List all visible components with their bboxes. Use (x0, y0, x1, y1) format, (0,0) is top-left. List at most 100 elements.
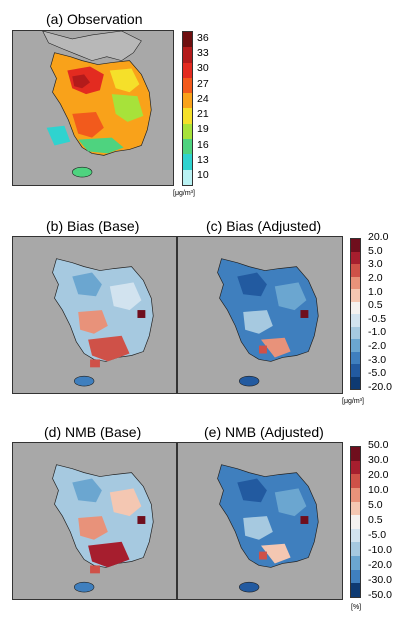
map-bias-base (12, 236, 177, 394)
observation-tick-label: 30 (197, 62, 209, 75)
bias-tick-label: -20.0 (368, 381, 392, 393)
observation-colorbar-segment (183, 62, 192, 78)
nmb-colorbar-segment (351, 501, 360, 516)
map-observation-svg (42, 31, 152, 178)
map-bias-adjusted (177, 236, 343, 394)
nmb-region-east (109, 488, 142, 517)
nmb-tick-label: -30.0 (368, 574, 392, 586)
bias-region-north (237, 272, 267, 297)
nmb-colorbar-segment (351, 515, 360, 529)
bias-region-east (109, 282, 142, 311)
nmb-tick-label: -50.0 (368, 589, 392, 601)
observation-colorbar-segment (183, 47, 192, 63)
bias-colorbar-segment (351, 351, 360, 364)
observation-colorbar-segment (183, 139, 192, 155)
nmb-region-north (237, 478, 267, 503)
nmb-hotspot-east (300, 516, 309, 524)
bias-unit: [μg/m³] (342, 398, 364, 405)
nmb-region-south (88, 541, 130, 568)
bias-tick-label: 20.0 (368, 231, 389, 243)
map-nmb-base (12, 442, 177, 600)
nmb-hotspot-south (259, 551, 267, 560)
nmb-tick-label: -10.0 (368, 544, 392, 556)
observation-colorbar (182, 31, 193, 186)
bias-tick-label: -3.0 (368, 353, 387, 366)
observation-colorbar-segment (183, 32, 192, 48)
map-nmb-adjusted (177, 442, 343, 600)
nmb-colorbar-segment (351, 556, 360, 570)
nmb-tick-label: 20.0 (368, 469, 389, 481)
jeju-island (238, 375, 260, 387)
nmb-tick-label: 30.0 (368, 454, 389, 466)
observation-colorbar-segment (183, 108, 192, 124)
nmb-region-east (274, 488, 307, 517)
bias-colorbar-segment (351, 289, 360, 302)
bias-colorbar-segment (351, 314, 360, 327)
bias-colorbar-segment (351, 251, 360, 264)
southwest-islands (46, 125, 71, 146)
observation-tick-label: 27 (197, 77, 209, 90)
observation-tick-label: 21 (197, 108, 209, 121)
nmb-tick-label: 5.0 (368, 499, 383, 511)
bias-colorbar-segment (351, 376, 360, 389)
observation-colorbar-segment (183, 169, 192, 185)
observation-unit: [μg/m³] (173, 190, 195, 197)
nmb-tick-label: 50.0 (368, 439, 389, 451)
bias-colorbar-segment (351, 264, 360, 277)
bias-colorbar-segment (351, 364, 360, 377)
north-land (42, 31, 142, 61)
nmb-colorbar-segment (351, 542, 360, 556)
bias-tick-label: 5.0 (368, 244, 383, 257)
bias-hotspot-east (300, 310, 309, 318)
observation-colorbar-segment (183, 154, 192, 170)
bias-tick-label: -5.0 (368, 367, 387, 380)
bias-tick-label: 2.0 (368, 271, 383, 284)
nmb-colorbar-segment (351, 583, 360, 597)
bias-colorbar-segment (351, 301, 360, 314)
jeju-island (73, 375, 95, 387)
panel-a-title: (a) Observation (46, 11, 143, 27)
map-bias-adjusted-svg (217, 258, 319, 387)
nmb-colorbar-segment (351, 487, 360, 502)
bias-tick-label: 0.5 (368, 299, 383, 312)
nmb-colorbar-segment (351, 569, 360, 584)
nmb-colorbar-segment (351, 474, 360, 488)
bias-region-east (274, 282, 307, 311)
bias-region-north (72, 272, 102, 297)
nmb-tick-label: 0.5 (368, 514, 383, 526)
map-nmb-adjusted-svg (217, 464, 319, 593)
nmb-region-west (243, 516, 273, 540)
bias-hotspot-south (90, 359, 100, 368)
nmb-hotspot-south (90, 565, 100, 574)
panel-b-title: (b) Bias (Base) (46, 218, 140, 234)
observation-tick-label: 33 (197, 46, 209, 59)
west-region (72, 111, 104, 138)
observation-tick-label: 10 (197, 169, 209, 182)
nmb-unit: [%] (351, 604, 362, 611)
hotspot-core (72, 74, 91, 89)
nmb-tick-label: 10.0 (368, 484, 389, 496)
bias-colorbar-segment (351, 239, 360, 252)
observation-tick-label: 24 (197, 92, 209, 105)
panel-e-title: (e) NMB (Adjusted) (204, 424, 324, 440)
map-observation (12, 30, 174, 186)
nmb-colorbar-segment (351, 447, 360, 461)
bias-hotspot-south (259, 345, 267, 354)
bias-colorbar-segment (351, 339, 360, 352)
nmb-region-west (78, 516, 108, 540)
nmb-region-north (72, 478, 102, 503)
bias-hotspot-east (137, 310, 146, 318)
bias-tick-label: -1.0 (368, 326, 387, 339)
bias-tick-label: -2.0 (368, 340, 387, 353)
observation-tick-label: 16 (197, 138, 209, 151)
nmb-colorbar-segment (351, 528, 360, 543)
bias-tick-label: 1.0 (368, 285, 383, 298)
bias-region-south (88, 335, 130, 362)
south-coast (78, 137, 124, 154)
bias-colorbar-segment (351, 276, 360, 289)
east-region (109, 68, 140, 93)
map-bias-base-svg (52, 258, 154, 387)
nmb-hotspot-east (137, 516, 146, 524)
bias-tick-label: 3.0 (368, 258, 383, 271)
observation-tick-label: 19 (197, 123, 209, 136)
